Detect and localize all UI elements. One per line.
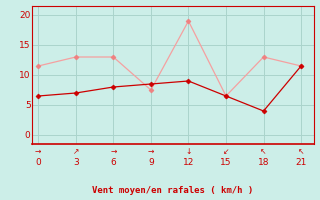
Text: ↓: ↓: [185, 147, 192, 156]
Text: →: →: [148, 147, 154, 156]
X-axis label: Vent moyen/en rafales ( km/h ): Vent moyen/en rafales ( km/h ): [92, 186, 253, 195]
Text: →: →: [110, 147, 116, 156]
Text: ↖: ↖: [260, 147, 267, 156]
Text: ↙: ↙: [223, 147, 229, 156]
Text: →: →: [35, 147, 42, 156]
Text: ↖: ↖: [298, 147, 304, 156]
Text: ↗: ↗: [73, 147, 79, 156]
